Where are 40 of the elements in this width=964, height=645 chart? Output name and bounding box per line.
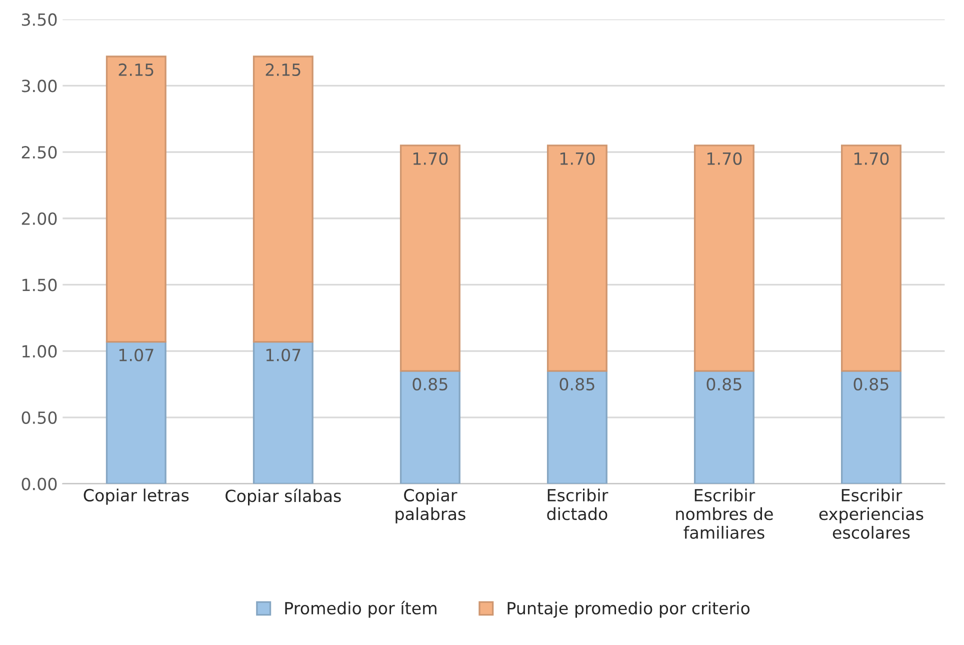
y-tick-label: 0.00 (22, 478, 57, 490)
data-label: 0.85 (854, 378, 888, 390)
data-label: 1.07 (119, 348, 154, 362)
y-tick-label: 1.50 (22, 278, 57, 292)
x-tick-label: Copiar letras (84, 488, 189, 505)
bar (106, 340, 166, 484)
y-tick-label: 2.50 (22, 146, 57, 159)
data-label: 2.15 (266, 63, 300, 76)
x-tick-label: Escribir experiencias escolares (819, 488, 924, 539)
legend-label: Promedio por ítem (285, 600, 436, 618)
bar (546, 144, 608, 372)
y-tick-label: 2.00 (22, 212, 57, 225)
bar (400, 370, 460, 484)
x-tick-label: Escribir nombres de familiares (676, 488, 773, 539)
bar (694, 370, 754, 484)
x-tick-label: Escribir dictado (547, 488, 608, 520)
y-tick-label: 3.50 (22, 13, 57, 26)
data-label: 1.70 (413, 152, 448, 165)
data-label: 1.70 (854, 152, 889, 165)
bar (400, 144, 460, 372)
data-label: 1.70 (707, 152, 742, 165)
x-tick-label: Copiar palabras (396, 488, 466, 524)
bar (840, 144, 902, 372)
data-label: 2.15 (118, 63, 154, 76)
y-tick-label: 1.00 (22, 345, 57, 358)
bar (252, 340, 314, 484)
x-tick-label: Copiar sílabas (226, 488, 341, 506)
data-label: 0.85 (412, 378, 448, 390)
bar (694, 144, 754, 372)
data-label: 1.07 (266, 348, 300, 362)
bar (546, 370, 608, 484)
bar (840, 370, 902, 484)
bar (106, 56, 166, 343)
data-label: 0.85 (706, 378, 742, 390)
legend-label: Puntaje promedio por criterio (508, 602, 750, 618)
data-label: 0.85 (560, 378, 594, 390)
data-label: 1.70 (560, 152, 595, 165)
bar (252, 56, 314, 343)
y-tick-label: 0.50 (22, 411, 57, 424)
y-tick-label: 3.00 (22, 80, 57, 92)
